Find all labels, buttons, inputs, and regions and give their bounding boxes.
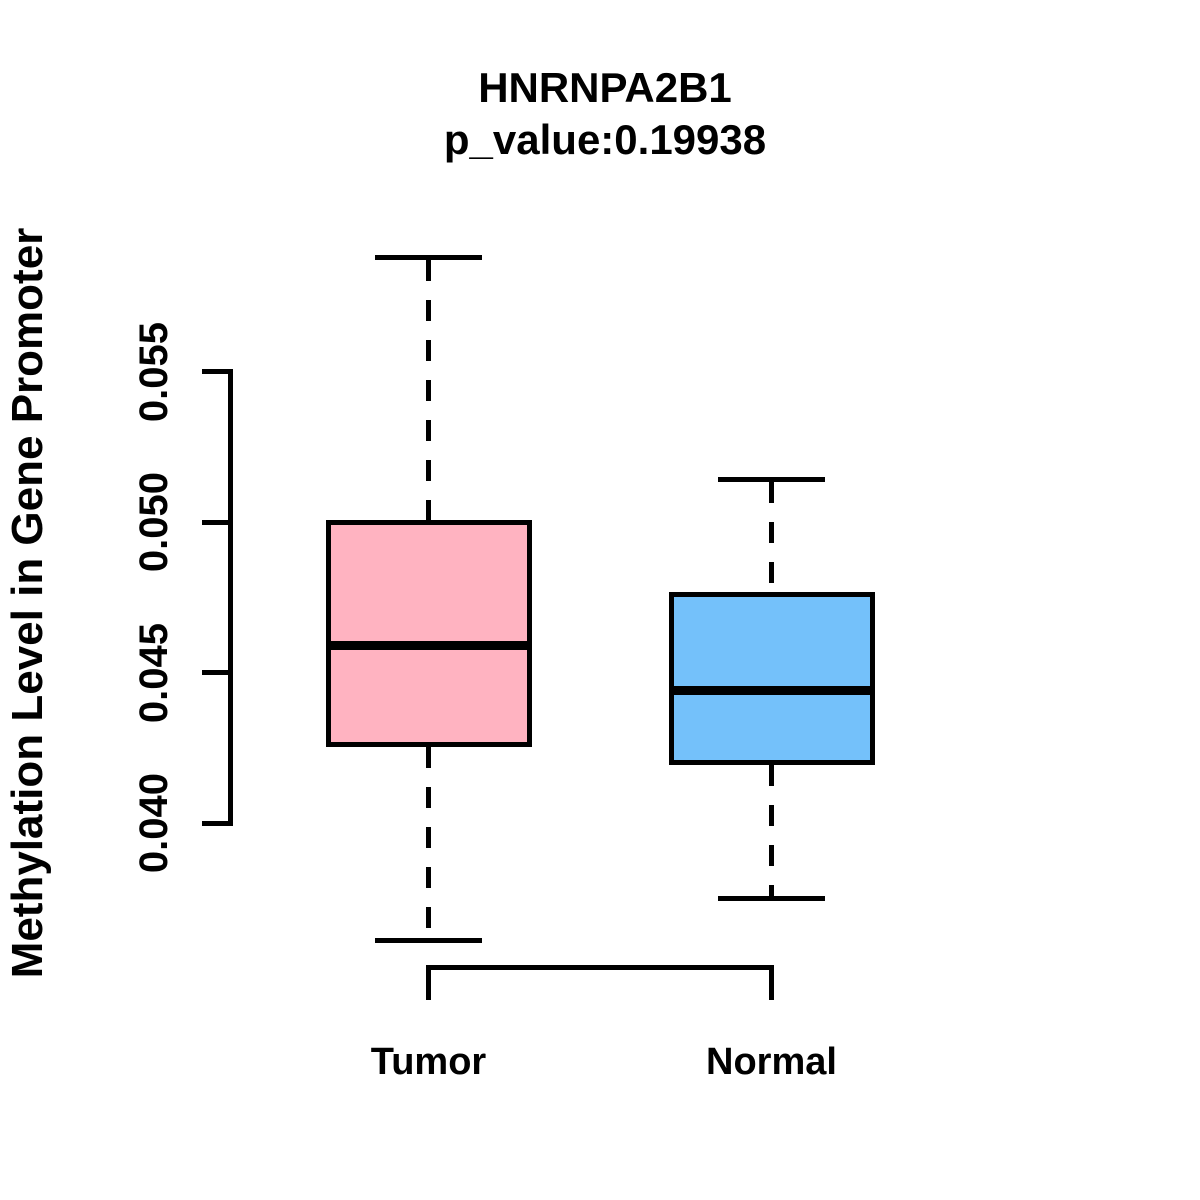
- whisker-cap-bottom-normal: [718, 895, 825, 901]
- x-category-label-tumor: Tumor: [370, 1040, 487, 1083]
- x-category-label-normal: Normal: [706, 1040, 837, 1083]
- whisker-lower-tumor: [426, 747, 431, 938]
- y-tick-label: 0.055: [131, 321, 176, 422]
- x-axis-tick-tumor: [426, 964, 431, 1000]
- y-axis-tick: [202, 820, 230, 826]
- y-axis-tick: [202, 519, 230, 525]
- y-tick-label: 0.040: [131, 772, 176, 874]
- y-tick-label: 0.045: [131, 622, 176, 723]
- chart-subtitle-pvalue: p_value:0.19938: [443, 116, 767, 163]
- y-axis-line: [227, 369, 233, 826]
- whisker-cap-top-tumor: [375, 254, 482, 260]
- median-line-tumor: [325, 640, 532, 650]
- x-axis-line: [426, 964, 774, 970]
- y-axis-tick: [202, 670, 230, 675]
- chart-title-block: HNRNPA2B1 p_value:0.19938: [205, 62, 1005, 166]
- box-normal: [668, 591, 875, 766]
- y-tick-label: 0.050: [131, 471, 176, 573]
- chart-title: HNRNPA2B1: [478, 64, 732, 111]
- y-axis-tick: [202, 369, 230, 374]
- whisker-cap-top-normal: [718, 477, 825, 483]
- whisker-cap-bottom-tumor: [375, 937, 482, 943]
- x-axis-tick-normal: [769, 964, 774, 1000]
- whisker-upper-normal: [769, 482, 774, 595]
- box-tumor: [325, 519, 532, 748]
- whisker-upper-tumor: [426, 259, 431, 522]
- whisker-lower-normal: [769, 765, 774, 896]
- median-line-normal: [668, 686, 875, 696]
